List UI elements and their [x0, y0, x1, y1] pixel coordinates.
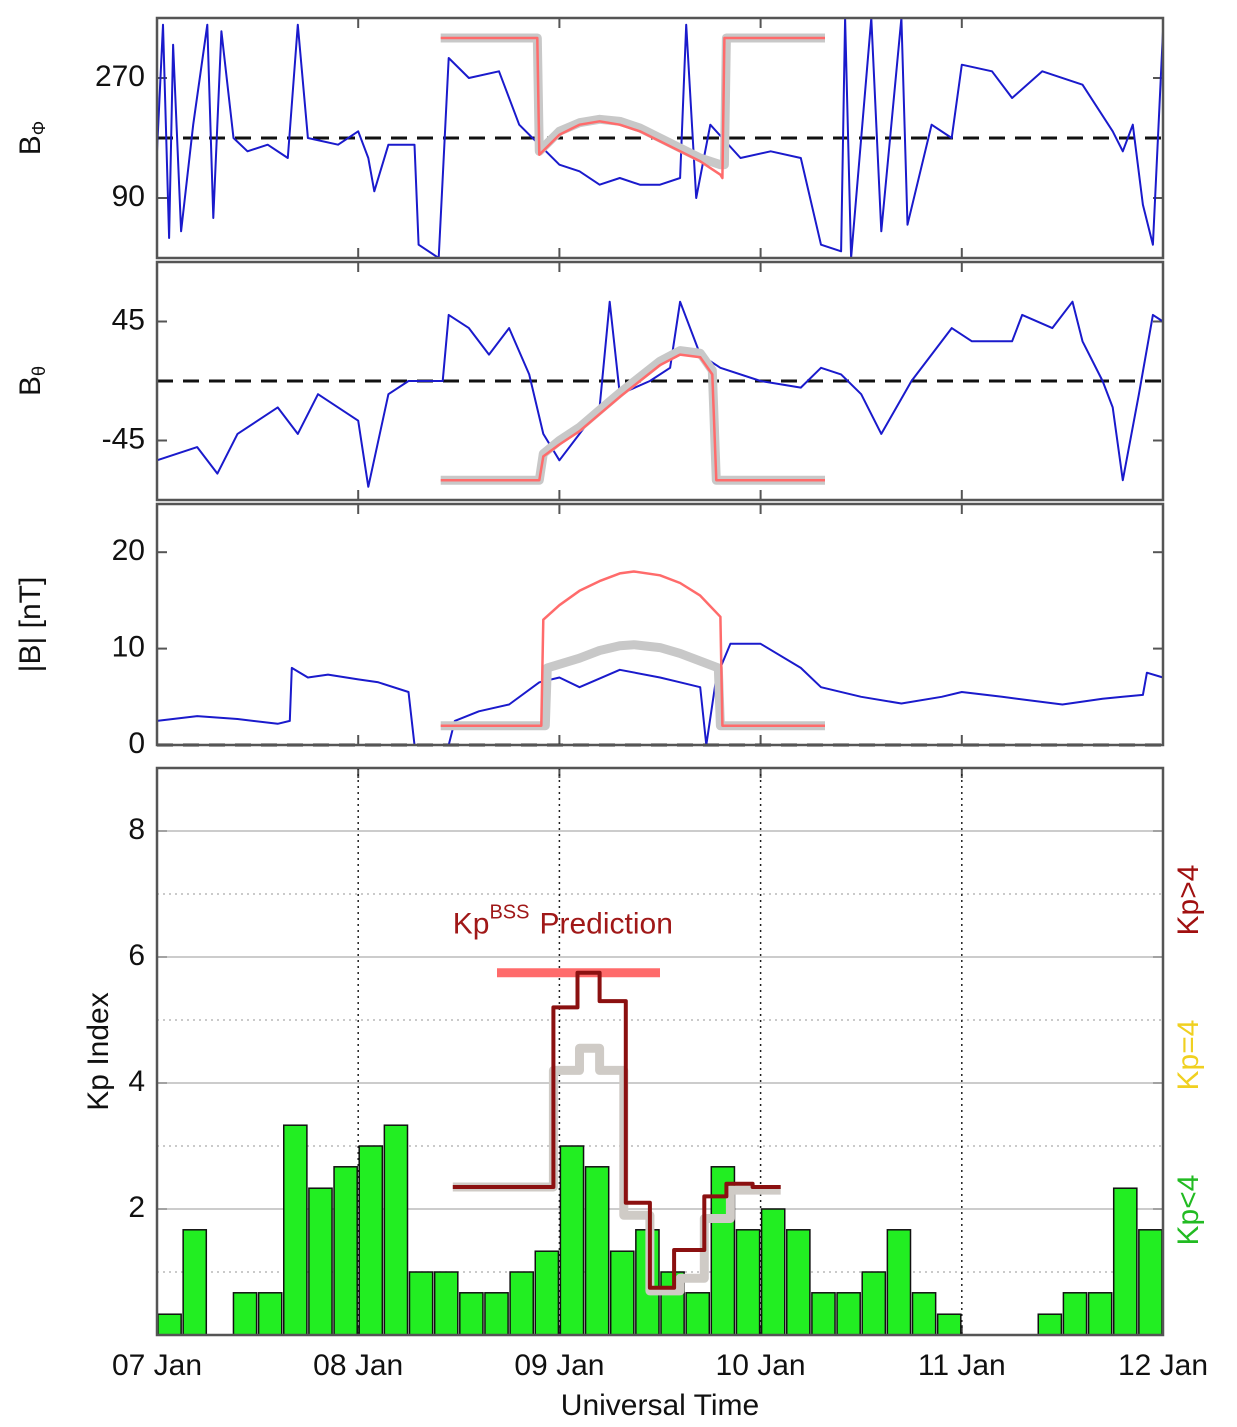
y-axis-label-text: |B| [nT]	[14, 577, 47, 673]
kp-bar	[760, 1208, 786, 1336]
side-label: Kp<4	[1172, 1175, 1205, 1246]
y-axis-label-sub: Φ	[29, 121, 49, 135]
kp-bar	[735, 1229, 761, 1336]
annotation: KpBSS Prediction	[453, 902, 673, 941]
y-axis-label: BΦ	[14, 121, 49, 155]
y-axis-label-sub: θ	[29, 366, 49, 376]
y-axis-label: |B| [nT]	[14, 577, 47, 673]
annotation-text2: Prediction	[539, 907, 672, 940]
x-tick-label: 09 Jan	[514, 1349, 604, 1382]
kp-bar	[459, 1292, 484, 1336]
side-label: Kp=4	[1172, 1020, 1205, 1091]
y-tick-label: 8	[128, 813, 145, 846]
panel-frame	[155, 260, 1165, 502]
kp-bar	[232, 1292, 258, 1336]
model-line	[452, 970, 781, 1290]
kp-bar	[484, 1292, 509, 1336]
y-tick-label: 20	[112, 534, 145, 567]
panel-background	[157, 768, 1163, 1335]
data-line	[156, 300, 1164, 488]
y-axis-label: Kp Index	[82, 992, 115, 1110]
model-line	[452, 1043, 781, 1296]
kp-bar	[433, 1271, 459, 1336]
panel-frame	[155, 766, 1165, 1337]
kp-bar	[609, 1250, 635, 1336]
kp-bar	[157, 1313, 182, 1336]
panel-frame	[155, 502, 1165, 747]
kp-bar	[886, 1229, 912, 1336]
panel-frame	[155, 16, 1165, 260]
kp-bar	[534, 1250, 560, 1336]
kp-bar	[1112, 1187, 1138, 1336]
data-line	[440, 570, 825, 727]
y-tick-label: 4	[128, 1065, 145, 1098]
x-tick-label: 08 Jan	[313, 1349, 403, 1382]
kp-bar	[257, 1292, 283, 1336]
x-tick-label: 10 Jan	[716, 1349, 806, 1382]
y-tick-label: 90	[112, 180, 145, 213]
annotation-text: Kp	[453, 907, 490, 940]
data-line	[156, 642, 1164, 746]
kp-bar	[383, 1124, 409, 1336]
y-tick-label: 6	[128, 939, 145, 972]
kp-bar	[559, 1145, 585, 1336]
y-tick-label: 10	[112, 631, 145, 664]
y-axis-label-text: Kp Index	[82, 992, 115, 1110]
kp-bar	[509, 1271, 535, 1336]
y-tick-label: -45	[102, 422, 145, 455]
x-tick-label: 12 Jan	[1118, 1349, 1208, 1382]
y-tick-label: 0	[128, 727, 145, 760]
kp-bar	[333, 1166, 358, 1336]
kp-bar	[911, 1292, 937, 1336]
annotation-sup: BSS	[489, 902, 529, 924]
y-axis-label: Bθ	[14, 366, 49, 396]
kp-bar	[1062, 1292, 1088, 1336]
kp-bar	[936, 1313, 962, 1336]
data-line	[440, 346, 825, 485]
x-tick-label: 07 Jan	[112, 1349, 202, 1382]
y-axis-label-text: B	[14, 376, 47, 396]
data-line	[440, 36, 825, 180]
kp-bar	[836, 1292, 861, 1336]
kp-bar	[408, 1271, 434, 1336]
kp-bar	[584, 1166, 610, 1336]
panel-background	[157, 504, 1163, 745]
kp-bar	[811, 1292, 836, 1336]
kp-bar	[1138, 1229, 1163, 1336]
kp-bar	[182, 1229, 208, 1336]
kp-bar	[308, 1187, 333, 1336]
data-line	[440, 640, 825, 731]
kp-bar	[358, 1145, 384, 1336]
data-line	[156, 17, 1164, 259]
kp-bar	[1037, 1313, 1063, 1336]
kp-bar	[685, 1292, 711, 1336]
kp-bar	[1087, 1292, 1113, 1336]
y-tick-label: 45	[112, 303, 145, 336]
kp-bar	[283, 1124, 308, 1336]
kp-bar	[861, 1271, 887, 1336]
kp-bar	[786, 1229, 811, 1336]
y-tick-label: 2	[128, 1191, 145, 1224]
x-tick-label: 11 Jan	[918, 1349, 1006, 1382]
y-tick-label: 270	[95, 60, 145, 93]
data-line	[440, 353, 825, 482]
side-label: Kp>4	[1172, 865, 1205, 936]
y-axis-label-text: B	[14, 135, 47, 155]
x-axis-label: Universal Time	[561, 1389, 759, 1422]
